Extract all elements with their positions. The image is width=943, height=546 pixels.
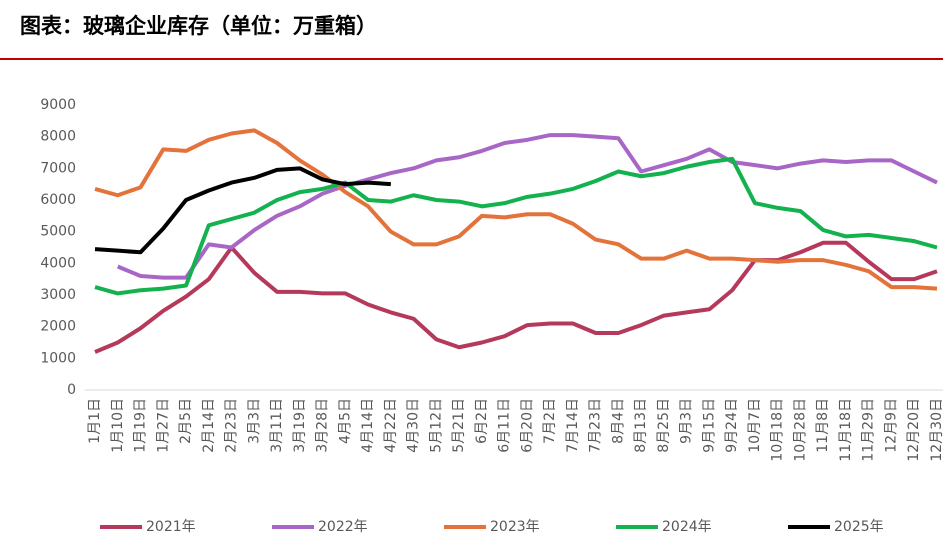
x-tick-label: 12月30日 [929,398,943,462]
x-tick-label: 2月5日 [178,398,194,444]
x-tick-label: 3月11日 [269,398,285,453]
x-tick-label: 5月12日 [428,398,444,453]
y-tick-label: 5000 [40,224,76,240]
x-tick-label: 4月30日 [406,398,422,453]
x-tick-label: 11月8日 [815,398,831,453]
legend-label: 2025年 [834,519,884,535]
x-tick-label: 6月2日 [474,398,490,444]
x-tick-label: 3月19日 [292,398,308,453]
legend-label: 2023年 [490,519,540,535]
series-line [116,133,938,280]
x-tick-label: 3月3日 [246,398,262,444]
chart-title: 图表：玻璃企业库存（单位：万重箱） [20,14,377,38]
x-tick-label: 9月15日 [701,398,717,453]
x-tick-label: 9月3日 [679,398,695,444]
x-tick-label: 2月23日 [224,398,240,453]
x-tick-label: 10月28日 [792,398,808,462]
series-line [94,128,938,291]
x-tick-label: 5月21日 [451,398,467,453]
x-tick-label: 4月14日 [360,398,376,453]
y-tick-label: 9000 [40,97,76,113]
y-tick-label: 2000 [40,319,76,335]
y-tick-label: 3000 [40,287,76,303]
legend-label: 2024年 [662,519,712,535]
x-tick-label: 7月14日 [565,398,581,453]
y-tick-label: 7000 [40,160,76,176]
x-tick-label: 9月24日 [724,398,740,453]
x-tick-label: 4月5日 [337,398,353,444]
x-tick-label: 10月18日 [770,398,786,462]
x-tick-label: 7月2日 [542,398,558,444]
series-line [94,156,938,296]
x-tick-label: 8月13日 [633,398,649,453]
y-tick-label: 0 [67,382,76,398]
x-tick-label: 1月19日 [133,398,149,453]
series-line [94,166,391,255]
legend-label: 2022年 [318,519,368,535]
x-tick-label: 11月29日 [861,398,877,462]
x-tick-label: 1月27日 [155,398,171,453]
x-tick-label: 8月4日 [610,398,626,444]
legend-label: 2021年 [146,519,196,535]
y-tick-label: 1000 [40,350,76,366]
x-tick-label: 12月9日 [883,398,899,453]
x-tick-label: 3月28日 [315,398,331,453]
x-tick-label: 12月20日 [906,398,922,462]
x-tick-label: 1月10日 [110,398,126,453]
y-tick-label: 4000 [40,255,76,271]
x-tick-label: 7月23日 [588,398,604,453]
series-line [94,240,938,354]
y-tick-label: 8000 [40,129,76,145]
x-tick-label: 4月22日 [383,398,399,453]
x-tick-label: 6月11日 [497,398,513,453]
x-tick-label: 11月18日 [838,398,854,462]
x-tick-label: 6月20日 [519,398,535,453]
x-tick-label: 2月14日 [201,398,217,453]
x-tick-label: 8月25日 [656,398,672,453]
x-tick-label: 10月7日 [747,398,763,453]
y-tick-label: 6000 [40,192,76,208]
x-tick-label: 1月1日 [87,398,103,444]
